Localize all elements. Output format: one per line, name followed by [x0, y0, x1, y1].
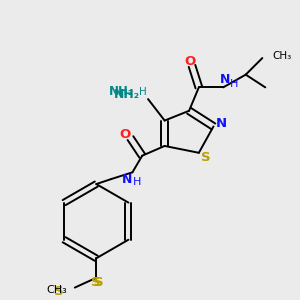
Text: H: H [133, 177, 142, 187]
Text: H: H [139, 87, 147, 97]
Text: H: H [230, 80, 238, 89]
Text: N: N [122, 173, 133, 186]
Text: CH₃: CH₃ [272, 51, 291, 61]
Text: NH₂: NH₂ [110, 85, 134, 98]
Text: S: S [94, 276, 104, 289]
Text: NH₂: NH₂ [114, 88, 140, 101]
Text: S: S [201, 151, 211, 164]
Text: N: N [216, 117, 227, 130]
Text: N: N [220, 73, 230, 86]
Text: CH₃: CH₃ [46, 284, 67, 295]
Text: S: S [54, 285, 64, 298]
Text: S: S [92, 276, 101, 289]
Text: O: O [184, 56, 196, 68]
Text: O: O [119, 128, 130, 141]
